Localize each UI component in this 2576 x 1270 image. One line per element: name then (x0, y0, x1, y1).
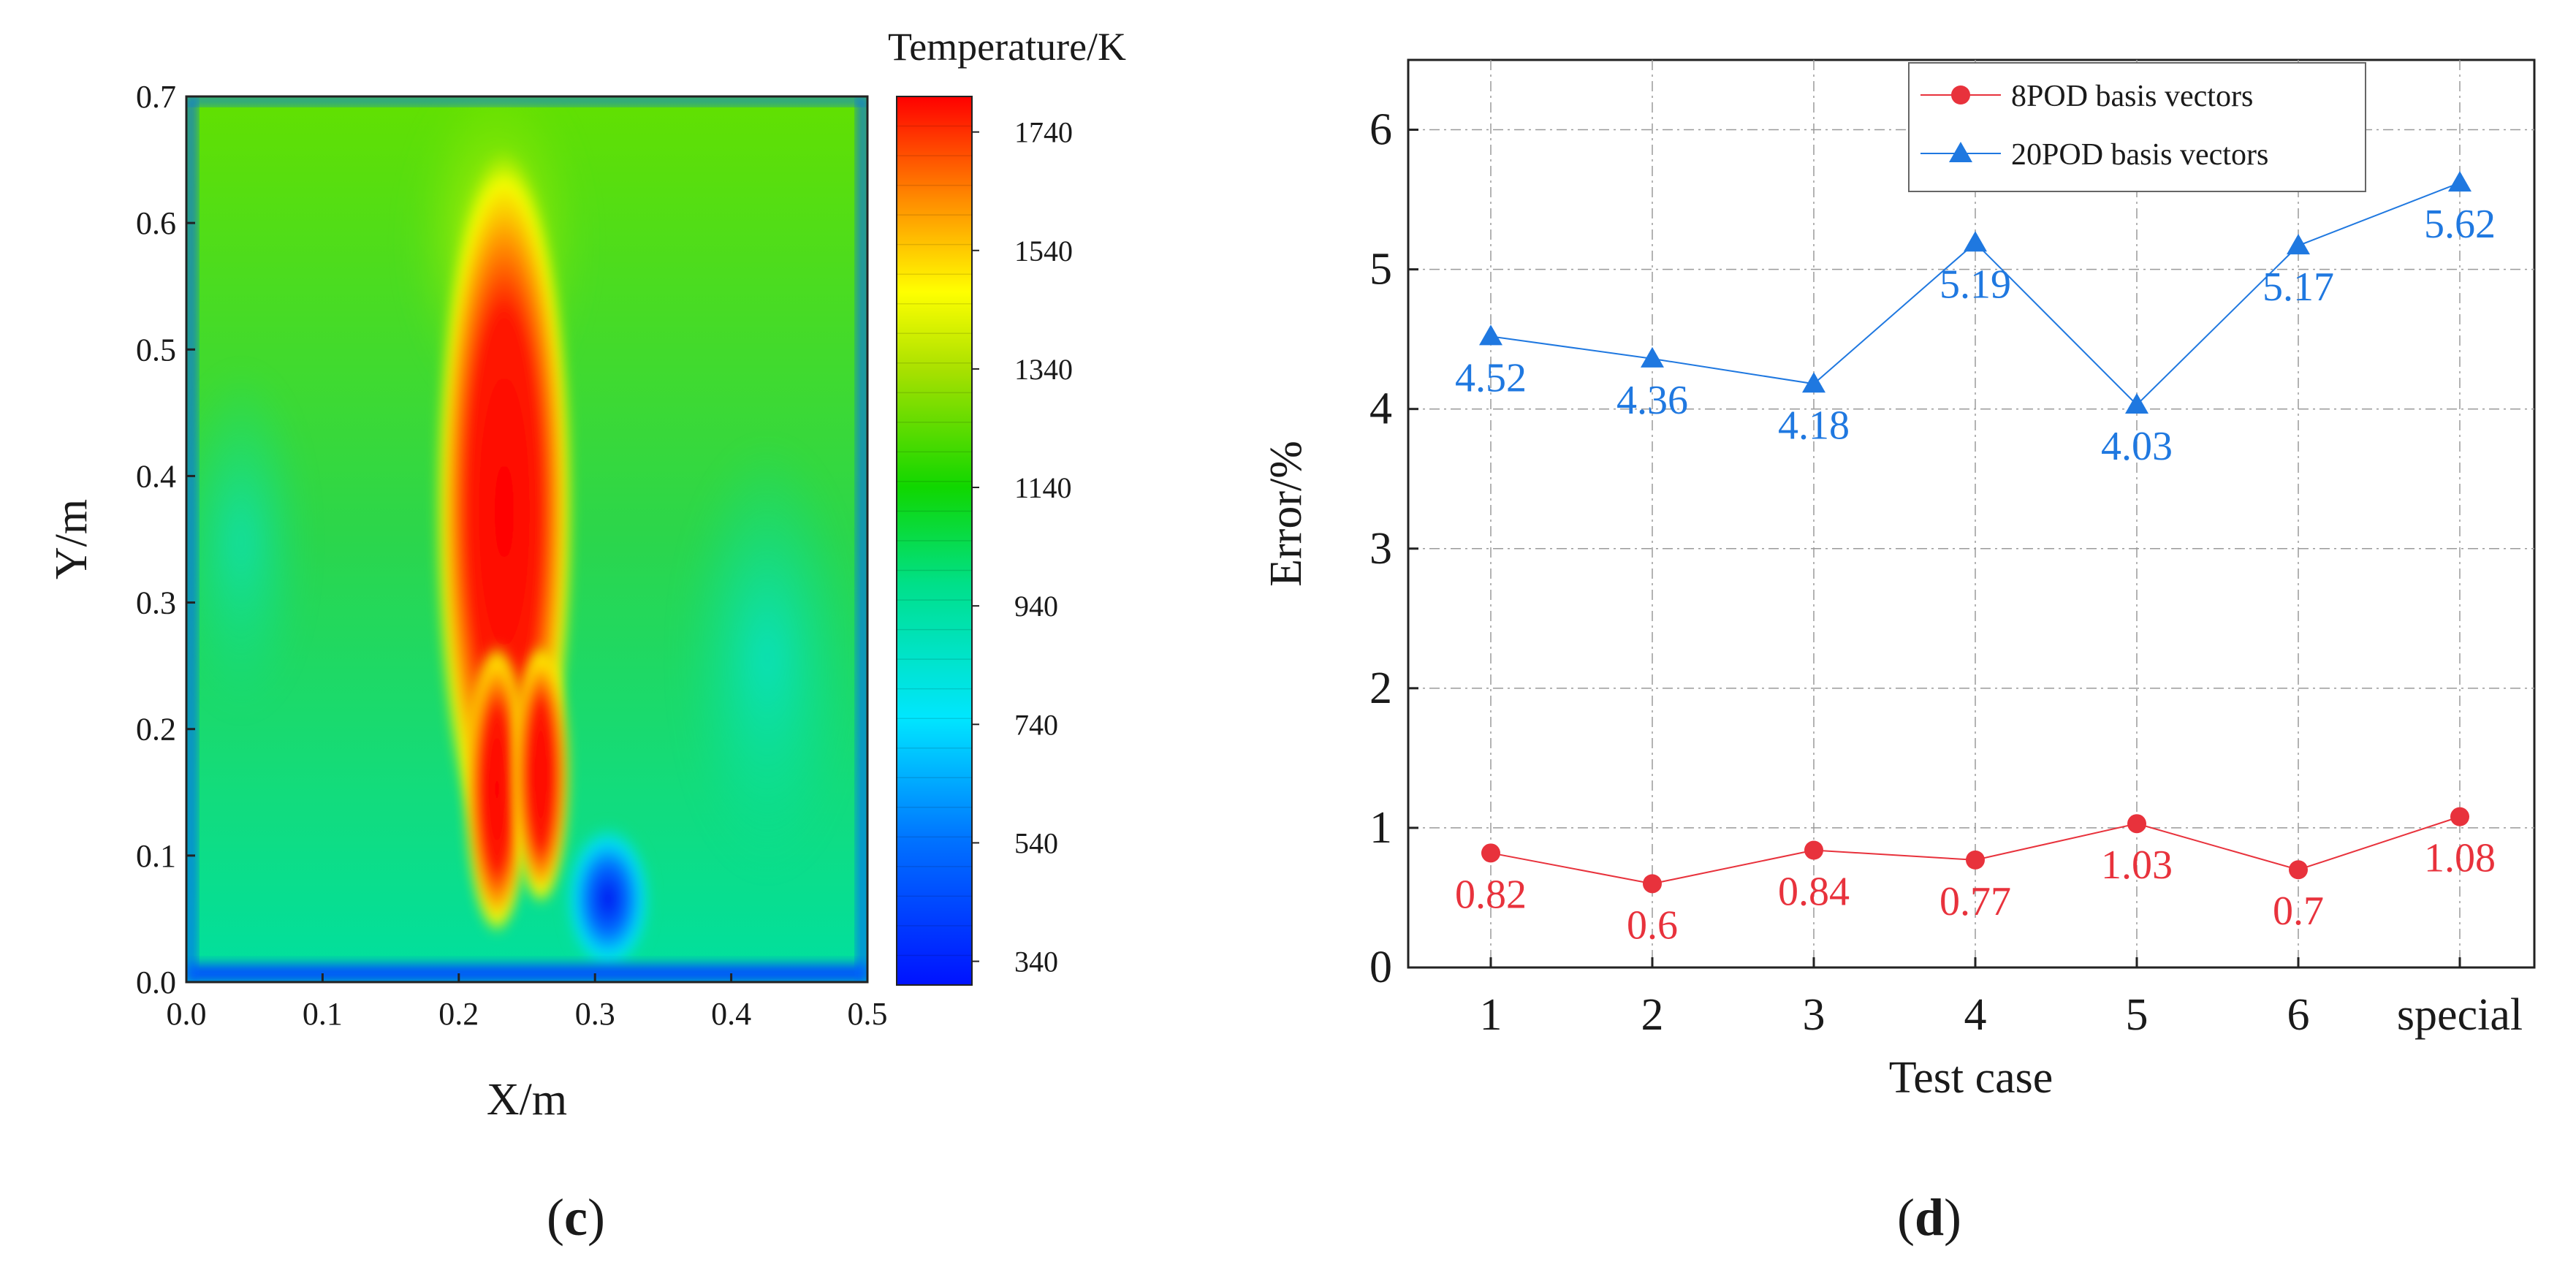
data-label: 0.84 (1778, 869, 1850, 914)
line-ytick-label: 0 (1369, 943, 1392, 992)
flame-lower-right (512, 643, 570, 906)
legend-label-20pod: 20POD basis vectors (2011, 138, 2268, 172)
data-label: 0.82 (1455, 872, 1527, 917)
data-point (1481, 843, 1500, 863)
data-point (2125, 392, 2148, 414)
line-axes: 1 2 3 4 5 6 special 0 1 2 3 4 5 6 (1369, 105, 2523, 1040)
contour-frame (185, 95, 869, 984)
line-ytick-label: 6 (1369, 105, 1392, 155)
data-label: 1.03 (2101, 843, 2173, 888)
colorbar-title: Temperature/K (888, 25, 1126, 69)
colorbar: 340 540 740 940 1140 1340 1540 1740 Temperature… (888, 25, 1126, 986)
contour-ytick-label: 0.3 (136, 585, 176, 621)
line-ytick-label: 3 (1369, 524, 1392, 574)
line-ytick-label: 4 (1369, 384, 1392, 434)
contour-xlabel: X/m (487, 1075, 567, 1125)
data-label: 0.77 (1939, 879, 2011, 924)
line-xtick-label: 4 (1964, 990, 1987, 1040)
contour-xtick-label: 0.0 (167, 996, 207, 1032)
data-point (2127, 814, 2146, 834)
line-xlabel: Test case (1889, 1053, 2053, 1103)
contour-xtick-label: 0.2 (438, 996, 479, 1032)
data-label: 4.52 (1455, 355, 1527, 400)
contour-ytick-label: 0.2 (136, 712, 176, 748)
contour-xtick-label: 0.3 (575, 996, 615, 1032)
legend-label-8pod: 8POD basis vectors (2011, 80, 2253, 113)
panel-label-c: (c) (547, 1188, 605, 1247)
data-point (1643, 874, 1662, 894)
legend-marker-20pod (1949, 142, 1972, 162)
contour-ytick-label: 0.4 (136, 458, 176, 494)
colorbar-tick-label: 1540 (1014, 235, 1073, 267)
contour-ylabel: Y/m (47, 499, 96, 579)
data-label: 4.36 (1616, 378, 1688, 423)
line-ytick-label: 5 (1369, 245, 1392, 294)
contour-xtick-label: 0.4 (711, 996, 751, 1032)
data-label: 5.17 (2262, 265, 2334, 310)
line-xtick-label: 6 (2287, 990, 2310, 1040)
temperature-contour-panel: 0.0 0.1 0.2 0.3 0.4 0.5 0.0 0.1 0.2 0.3 0.4 0.5 0.6 0… (47, 25, 1126, 1125)
line-xtick-label: 3 (1803, 990, 1825, 1040)
line-xtick-label: 1 (1480, 990, 1502, 1040)
colorbar-gradient (896, 96, 973, 986)
data-label: 0.6 (1627, 902, 1678, 948)
wall-top (186, 96, 867, 104)
data-point (2448, 171, 2471, 192)
wall-left (186, 96, 195, 982)
colorbar-bands (897, 125, 972, 957)
line-xtick-label: 2 (1641, 990, 1664, 1040)
data-label: 5.62 (2424, 202, 2496, 247)
error-line-chart-panel: 1 2 3 4 5 6 special 0 1 2 3 4 5 6 0.82 0.6 0.84 0.77 1.03… (1261, 58, 2536, 1103)
contour-ytick-label: 0.6 (136, 205, 176, 241)
data-label: 5.19 (1939, 262, 2011, 307)
legend: 8POD basis vectors 20POD basis vectors (1908, 62, 2366, 192)
line-ylabel: Error/% (1261, 441, 1311, 587)
panel-label-d: (d) (1897, 1188, 1961, 1247)
data-point (1804, 840, 1823, 860)
colorbar-tick-label: 540 (1014, 826, 1058, 859)
contour-axes: 0.0 0.1 0.2 0.3 0.4 0.5 0.0 0.1 0.2 0.3 0.4 0.5 0.6 0… (136, 79, 888, 1032)
data-label: 1.08 (2424, 836, 2496, 881)
colorbar-tick-label: 1340 (1014, 353, 1073, 386)
wall-bottom (186, 965, 867, 982)
colorbar-ticks: 340 540 740 940 1140 1340 1540 1740 (972, 116, 1073, 978)
plot-frame (1407, 58, 2536, 969)
data-point (1802, 372, 1825, 393)
contour-xtick-label: 0.1 (303, 996, 343, 1032)
data-point (2450, 807, 2469, 826)
data-point (1966, 850, 1985, 870)
wall-right (859, 96, 867, 982)
contour-ytick-label: 0.7 (136, 79, 176, 115)
cold-spot (563, 822, 653, 976)
line-xtick-label: 5 (2126, 990, 2148, 1040)
data-point (2287, 234, 2310, 255)
data-point (1641, 346, 1664, 368)
data-label: 4.03 (2101, 424, 2173, 469)
data-point (1479, 324, 1502, 346)
contour-xtick-label: 0.5 (848, 996, 888, 1032)
temperature-field (186, 96, 867, 982)
colorbar-tick-label: 1740 (1014, 116, 1073, 149)
flame-lower-left (464, 643, 530, 935)
legend-marker-8pod (1951, 85, 1970, 104)
line-ytick-label: 2 (1369, 663, 1392, 713)
series-group: 0.82 0.6 0.84 0.77 1.03 0.7 1.08 4.52 4.36 4.18 5.… (1455, 171, 2496, 948)
contour-ytick-label: 0.0 (136, 965, 176, 1000)
colorbar-tick-label: 940 (1014, 590, 1058, 623)
data-label: 0.7 (2273, 889, 2324, 934)
contour-ytick-label: 0.5 (136, 332, 176, 368)
line-xtick-label: special (2397, 990, 2523, 1040)
data-label: 4.18 (1778, 403, 1850, 448)
colorbar-tick-label: 1140 (1014, 471, 1072, 504)
data-point (1964, 231, 1987, 252)
contour-ytick-label: 0.1 (136, 838, 176, 874)
data-point (2289, 860, 2308, 880)
colorbar-tick-label: 340 (1014, 946, 1058, 978)
legend-box (1908, 62, 2366, 192)
colorbar-tick-label: 740 (1014, 708, 1058, 741)
line-ytick-label: 1 (1369, 803, 1392, 853)
right-cyan-zone (680, 438, 855, 877)
left-cyan-zone (186, 365, 307, 716)
